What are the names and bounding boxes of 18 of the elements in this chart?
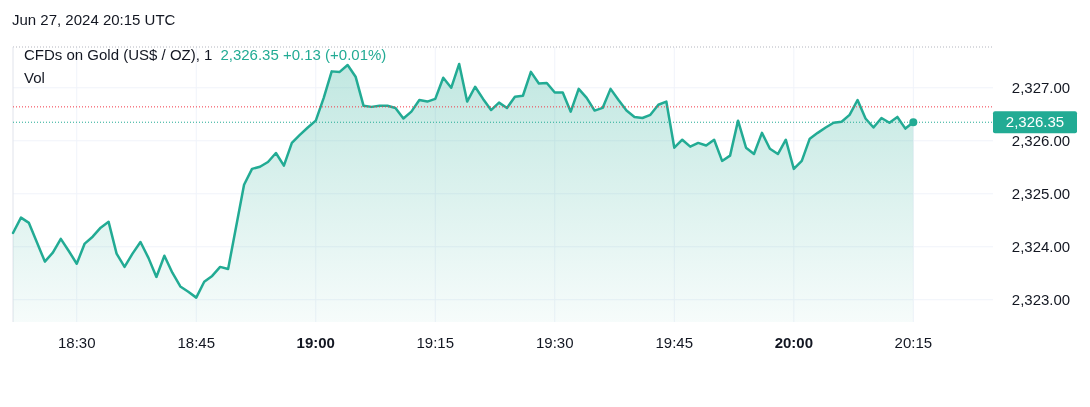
chart-subtitle: Jun 27, 2024 20:15 UTC	[12, 11, 176, 28]
annotation: 2,326.35 +0.13 (+0.01%)	[220, 46, 387, 63]
x-tick-label: 18:45	[177, 334, 216, 351]
ref-line-label: 2,326.35	[1005, 113, 1065, 131]
x-tick-label: 18:30	[57, 334, 96, 351]
chart-title: CFDs on Gold (US$ / OZ), 1	[24, 46, 213, 63]
y-tick-label: 2,327.00	[1011, 78, 1071, 96]
x-tick-label: 19:30	[536, 334, 574, 351]
x-tick-label: 20:15	[894, 334, 933, 351]
x-tick-label: 19:00	[296, 334, 335, 351]
annotation: Vol	[24, 69, 45, 86]
y-tick-label: 2,323.00	[1011, 290, 1071, 308]
x-tick-label: 20:00	[774, 334, 813, 351]
y-tick-label: 2,324.00	[1011, 237, 1071, 255]
y-tick-label: 2,325.00	[1011, 184, 1071, 202]
y-tick-label: 2,326.00	[1011, 131, 1071, 149]
x-tick-label: 19:15	[416, 334, 455, 351]
x-tick-label: 19:45	[655, 334, 694, 351]
